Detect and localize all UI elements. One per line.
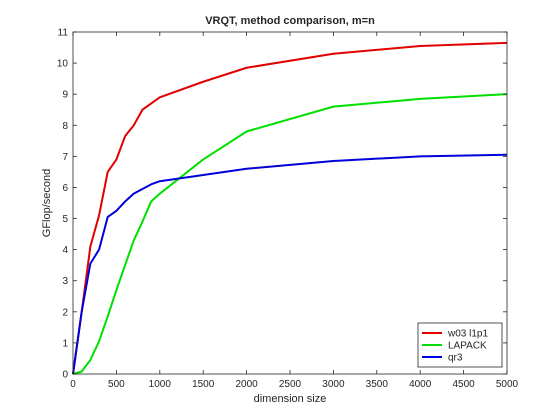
y-tick-label: 6 <box>62 183 68 194</box>
y-tick-label: 5 <box>62 214 68 225</box>
x-tick-label: 4000 <box>409 379 432 390</box>
x-tick-label: 1000 <box>149 379 172 390</box>
chart-title: VRQT, method comparison, m=n <box>205 15 375 27</box>
plot-area <box>73 32 507 374</box>
y-axis: 0 1 2 3 4 5 6 7 8 9 10 11 <box>57 28 507 381</box>
legend-label: qr3 <box>448 353 463 364</box>
y-tick-label: 1 <box>62 338 68 349</box>
y-tick-label: 10 <box>57 59 69 70</box>
x-tick-label: 1500 <box>192 379 215 390</box>
x-tick-label: 0 <box>70 379 76 390</box>
y-tick-label: 3 <box>62 276 68 287</box>
series-line-w03-l1p1 <box>72 41 508 375</box>
y-tick-label: 8 <box>62 121 68 132</box>
x-tick-label: 5000 <box>496 379 519 390</box>
legend-label: w03 l1p1 <box>447 329 488 340</box>
series-line-qr3 <box>72 153 508 375</box>
y-tick-label: 9 <box>62 90 68 101</box>
y-tick-label: 2 <box>62 307 68 318</box>
x-tick-label: 3000 <box>322 379 345 390</box>
legend-label: LAPACK <box>448 341 487 352</box>
series-line-lapack <box>72 93 508 375</box>
x-axis-label: dimension size <box>254 393 327 405</box>
x-tick-label: 3500 <box>366 379 389 390</box>
x-tick-label: 2000 <box>235 379 258 390</box>
y-tick-label: 0 <box>62 370 68 381</box>
y-tick-label: 7 <box>62 152 68 163</box>
x-tick-label: 500 <box>108 379 125 390</box>
series-layer <box>72 41 508 375</box>
x-tick-label: 2500 <box>279 379 302 390</box>
y-axis-label: GFlop/second <box>41 169 53 237</box>
y-tick-label: 4 <box>62 245 68 256</box>
x-tick-label: 4500 <box>452 379 475 390</box>
x-axis: 0 500 1000 1500 2000 2500 3000 3500 4000 4500 5000 <box>70 32 519 390</box>
y-tick-label: 11 <box>58 28 69 39</box>
